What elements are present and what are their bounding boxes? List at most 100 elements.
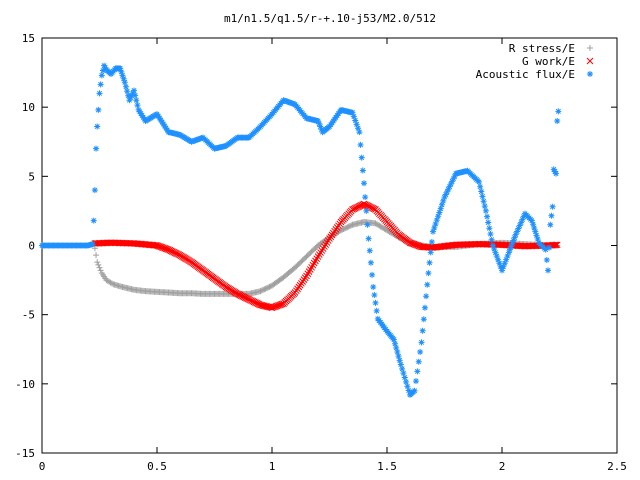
data-point: [516, 222, 523, 229]
data-point: [119, 72, 126, 79]
data-point: [117, 65, 124, 72]
data-point: [108, 280, 115, 287]
data-point: [263, 285, 270, 292]
data-point: [480, 198, 487, 205]
data-point: [421, 304, 428, 311]
data-point: [507, 246, 514, 253]
data-point: [98, 72, 105, 79]
data-point: [518, 219, 525, 226]
data-point: [450, 175, 457, 182]
data-point: [515, 225, 522, 232]
data-point: [393, 344, 400, 351]
data-point: [324, 237, 332, 244]
data-point: [94, 123, 101, 130]
data-point: [95, 261, 102, 268]
data-point: [482, 207, 489, 214]
data-point: [157, 117, 164, 124]
data-point: [362, 194, 369, 201]
data-point: [356, 129, 363, 136]
data-point: [477, 183, 484, 190]
data-point: [415, 358, 422, 365]
data-point: [260, 286, 267, 293]
data-point: [132, 92, 139, 99]
x-tick-label: 2.5: [607, 460, 627, 473]
data-point: [127, 94, 134, 101]
data-point: [512, 231, 519, 238]
data-point: [428, 239, 435, 246]
data-point: [131, 87, 137, 94]
data-point: [90, 217, 97, 224]
data-point: [343, 224, 350, 231]
data-point: [122, 83, 129, 90]
data-point: [96, 90, 103, 97]
series-2: [39, 62, 562, 398]
axes: 0 0.5 1 1.5 2 2.5 -15 -10 -5 0 5 10 15: [15, 32, 627, 473]
data-point: [316, 120, 323, 127]
data-point: [162, 125, 169, 132]
data-point: [411, 387, 418, 394]
data-point: [414, 368, 421, 375]
data-point: [124, 88, 131, 95]
data-point: [160, 121, 167, 128]
data-point: [152, 242, 160, 249]
data-point: [125, 92, 132, 99]
data-point: [419, 327, 426, 334]
data-point: [373, 307, 380, 314]
data-point: [121, 79, 128, 86]
data-point: [322, 241, 330, 248]
data-point: [545, 267, 551, 274]
data-point: [397, 361, 404, 368]
data-point: [501, 260, 508, 267]
data-point: [553, 170, 560, 177]
data-point: [159, 119, 166, 126]
legend-label: G work/E: [522, 55, 575, 68]
data-point: [489, 242, 496, 249]
data-point: [548, 212, 555, 219]
legend-label: Acoustic flux/E: [476, 68, 575, 81]
data-point: [395, 353, 402, 360]
data-point: [550, 166, 557, 173]
data-point: [504, 253, 511, 260]
data-point: [315, 251, 323, 258]
data-point: [323, 239, 331, 246]
data-point: [476, 178, 482, 185]
data-point: [445, 186, 452, 193]
data-point: [350, 113, 357, 120]
data-point: [318, 247, 326, 254]
data-point: [102, 64, 109, 71]
data-point: [371, 291, 378, 298]
data-point: [492, 249, 499, 256]
data-point: [491, 246, 498, 253]
data-point: [314, 253, 322, 260]
data-point: [417, 349, 424, 356]
data-point: [479, 193, 486, 200]
data-point: [156, 115, 163, 122]
y-tick-label: -15: [15, 447, 35, 460]
data-point: [438, 201, 445, 208]
data-point: [500, 263, 507, 270]
data-point: [487, 230, 494, 237]
data-point: [99, 67, 106, 74]
data-point: [505, 249, 512, 256]
data-point: [425, 270, 432, 277]
data-point: [484, 213, 491, 220]
data-point: [446, 183, 453, 190]
data-point: [364, 221, 371, 228]
data-point: [361, 180, 367, 187]
data-point: [94, 259, 101, 266]
data-point: [542, 246, 549, 253]
data-point: [488, 236, 495, 243]
data-point: [432, 220, 439, 227]
data-point: [392, 340, 399, 347]
data-point: [164, 127, 171, 134]
data-point: [510, 237, 517, 244]
data-point: [357, 141, 364, 148]
data-point: [520, 213, 527, 220]
data-point: [128, 92, 135, 99]
data-point: [365, 235, 372, 242]
data-point: [444, 188, 451, 195]
data-point: [89, 241, 96, 248]
data-point: [315, 118, 321, 124]
